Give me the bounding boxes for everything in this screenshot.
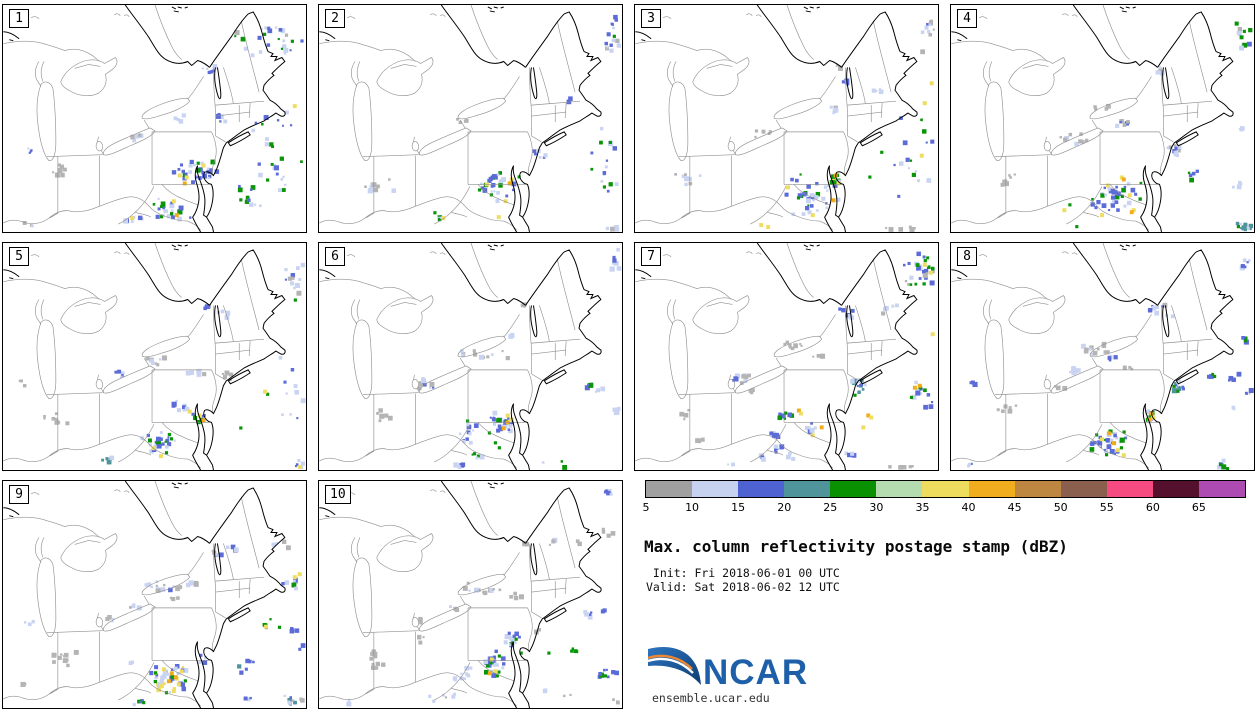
- reflectivity-map: [951, 5, 1254, 232]
- panel-number-label: 8: [957, 247, 977, 266]
- colorbar-tick-40: 40: [961, 501, 976, 514]
- forecast-panel-1: 1: [2, 4, 307, 233]
- colorbar-tick-65: 65: [1191, 501, 1206, 514]
- colorbar-tick-60: 60: [1145, 501, 1160, 514]
- colorbar-tick-50: 50: [1053, 501, 1068, 514]
- reflectivity-cells: [679, 251, 935, 470]
- panel-number-label: 2: [325, 9, 345, 28]
- reflectivity-cells: [376, 247, 622, 470]
- colorbar-segment: [830, 481, 877, 497]
- colorbar-segment: [1060, 481, 1107, 497]
- colorbar-segment: [968, 481, 1015, 497]
- reflectivity-map: [3, 481, 306, 708]
- forecast-panel-7: 7: [634, 242, 939, 471]
- forecast-panel-10: 10: [318, 480, 623, 709]
- forecast-panel-5: 5: [2, 242, 307, 471]
- forecast-panel-9: 9: [2, 480, 307, 709]
- ncar-logo-text: NCAR: [703, 653, 809, 692]
- colorbar-segment: [738, 481, 785, 497]
- forecast-panel-4: 4: [950, 4, 1255, 233]
- reflectivity-map: [635, 5, 935, 232]
- plot-title: Max. column reflectivity postage stamp (…: [644, 537, 1068, 556]
- reflectivity-cells: [18, 262, 306, 470]
- reflectivity-map: [319, 243, 622, 470]
- colorbar-segment: [646, 481, 693, 497]
- colorbar-segment: [922, 481, 969, 497]
- colorbar-tick-20: 20: [777, 501, 792, 514]
- reflectivity-map: [3, 5, 304, 232]
- reflectivity-cells: [22, 26, 304, 228]
- panel-number-label: 6: [325, 247, 345, 266]
- reflectivity-cells: [20, 539, 306, 707]
- panel-number-label: 9: [9, 485, 29, 504]
- colorbar-tick-30: 30: [869, 501, 884, 514]
- reflectivity-colorbar: [645, 480, 1246, 498]
- reflectivity-map: [319, 481, 620, 708]
- reflectivity-map: [3, 243, 306, 470]
- reflectivity-cells: [674, 19, 935, 232]
- init-valid-times: Init: Fri 2018-06-01 00 UTC Valid: Sat 2…: [646, 566, 840, 594]
- init-time: Init: Fri 2018-06-01 00 UTC: [646, 566, 840, 580]
- colorbar-segment: [1106, 481, 1153, 497]
- forecast-panel-3: 3: [634, 4, 939, 233]
- forecast-panel-6: 6: [318, 242, 623, 471]
- colorbar-segment: [1198, 481, 1246, 497]
- colorbar-segment: [876, 481, 923, 497]
- colorbar-tick-15: 15: [731, 501, 746, 514]
- colorbar-tick-45: 45: [1007, 501, 1022, 514]
- valid-time: Valid: Sat 2018-06-02 12 UTC: [646, 579, 840, 594]
- colorbar-segment: [1152, 481, 1199, 497]
- colorbar-tick-25: 25: [823, 501, 838, 514]
- colorbar-tick-10: 10: [685, 501, 700, 514]
- colorbar-tick-35: 35: [915, 501, 930, 514]
- colorbar-tick-55: 55: [1099, 501, 1114, 514]
- forecast-panel-8: 8: [950, 242, 1255, 471]
- ncar-logo: NCAR ensemble.ucar.edu: [648, 645, 808, 705]
- reflectivity-cells: [966, 258, 1254, 470]
- reflectivity-cells: [1000, 21, 1254, 232]
- reflectivity-map: [319, 5, 621, 232]
- reflectivity-map: [635, 243, 935, 470]
- forecast-panel-2: 2: [318, 4, 623, 233]
- panel-number-label: 10: [325, 485, 351, 504]
- panel-number-label: 1: [9, 9, 29, 28]
- ncar-swoosh-icon: [648, 647, 701, 685]
- colorbar-segment: [784, 481, 831, 497]
- colorbar-segment: [692, 481, 739, 497]
- reflectivity-map: [951, 243, 1254, 470]
- colorbar-tick-5: 5: [642, 501, 650, 514]
- colorbar-segment: [1014, 481, 1061, 497]
- panel-number-label: 7: [641, 247, 661, 266]
- panel-number-label: 4: [957, 9, 977, 28]
- panel-number-label: 3: [641, 9, 661, 28]
- ensemble-url: ensemble.ucar.edu: [652, 691, 770, 705]
- panel-number-label: 5: [9, 247, 29, 266]
